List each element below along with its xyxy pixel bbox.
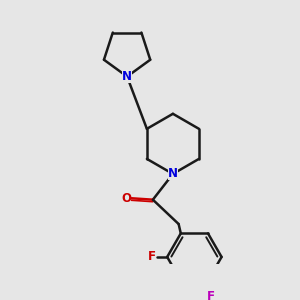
Text: F: F xyxy=(207,290,215,300)
Text: F: F xyxy=(147,250,155,263)
Text: N: N xyxy=(122,70,132,83)
Text: N: N xyxy=(168,167,178,180)
Text: O: O xyxy=(121,192,131,205)
